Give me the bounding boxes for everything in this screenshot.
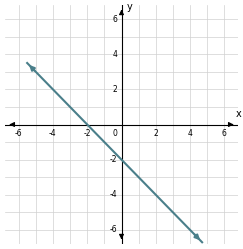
Text: 2: 2 <box>153 129 158 138</box>
Text: -4: -4 <box>49 129 57 138</box>
Text: y: y <box>127 2 132 12</box>
Text: -2: -2 <box>83 129 91 138</box>
Text: 4: 4 <box>112 50 117 59</box>
Text: 6: 6 <box>112 14 117 24</box>
Text: 6: 6 <box>222 129 227 138</box>
Text: -2: -2 <box>110 155 117 164</box>
Text: -4: -4 <box>110 190 117 199</box>
Text: -6: -6 <box>15 129 22 138</box>
Text: -6: -6 <box>110 225 117 235</box>
Text: x: x <box>235 109 241 119</box>
Text: 4: 4 <box>188 129 192 138</box>
Text: 2: 2 <box>113 85 117 94</box>
Text: 0: 0 <box>112 129 117 138</box>
